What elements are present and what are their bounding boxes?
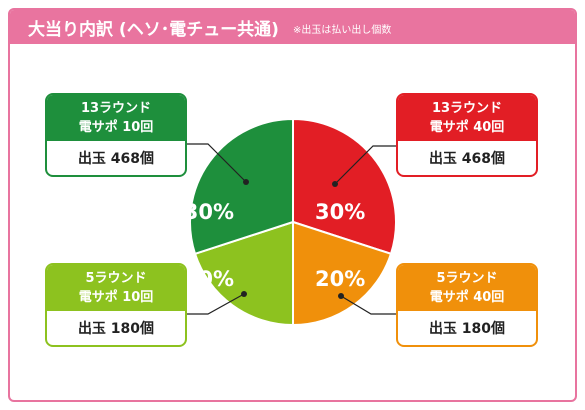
payout-label: 出玉 468個 <box>77 151 155 167</box>
support-label: 電サポ 10回 <box>78 120 154 135</box>
pie-slice <box>292 117 397 256</box>
breakdown-panel: 大当り内訳 (ヘソ･電チュー共通) ※出玉は払い出し個数 30% 20% 20% 30… <box>8 8 577 402</box>
callout-head: 13ラウンド 電サポ 10回 <box>47 95 185 141</box>
slice-percent-label: 30% <box>315 200 365 224</box>
callout-5r-10: 5ラウンド 電サポ 10回 出玉 180個 <box>45 263 187 347</box>
leader-dot <box>243 179 249 185</box>
support-label: 電サポ 10回 <box>78 290 154 305</box>
payout-label: 出玉 180個 <box>428 321 506 337</box>
round-label: 5ラウンド <box>436 271 498 286</box>
pie-slice <box>193 220 294 327</box>
round-label: 5ラウンド <box>85 271 147 286</box>
payout-label: 出玉 180個 <box>77 321 155 337</box>
payout-label: 出玉 468個 <box>428 151 506 167</box>
callout-13r-40: 13ラウンド 電サポ 40回 出玉 468個 <box>396 93 538 177</box>
pie-slice <box>189 117 294 256</box>
pie-slice <box>292 220 393 327</box>
support-label: 電サポ 40回 <box>429 290 505 305</box>
callout-13r-10: 13ラウンド 電サポ 10回 出玉 468個 <box>45 93 187 177</box>
callout-head: 5ラウンド 電サポ 40回 <box>398 265 536 311</box>
slice-percent-label: 20% <box>184 267 234 291</box>
callout-head: 5ラウンド 電サポ 10回 <box>47 265 185 311</box>
pie-chart: 30% 20% 20% 30% <box>184 117 397 327</box>
leader-dot <box>338 293 344 299</box>
leader-line <box>187 293 245 315</box>
callout-5r-40: 5ラウンド 電サポ 40回 出玉 180個 <box>396 263 538 347</box>
round-label: 13ラウンド <box>431 101 503 116</box>
leader-line <box>340 295 396 315</box>
leader-dot <box>332 181 338 187</box>
leader-dot <box>241 291 247 297</box>
slice-percent-label: 20% <box>315 267 365 291</box>
panel-header: 大当り内訳 (ヘソ･電チュー共通) ※出玉は払い出し個数 <box>10 10 575 44</box>
round-label: 13ラウンド <box>80 101 152 116</box>
slice-percent-label: 30% <box>184 200 234 224</box>
callout-head: 13ラウンド 電サポ 40回 <box>398 95 536 141</box>
payout-note: ※出玉は払い出し個数 <box>292 25 392 36</box>
leader-line <box>187 143 247 183</box>
panel-title: 大当り内訳 (ヘソ･電チュー共通) <box>28 19 279 40</box>
leader-line <box>334 145 396 185</box>
support-label: 電サポ 40回 <box>429 120 505 135</box>
